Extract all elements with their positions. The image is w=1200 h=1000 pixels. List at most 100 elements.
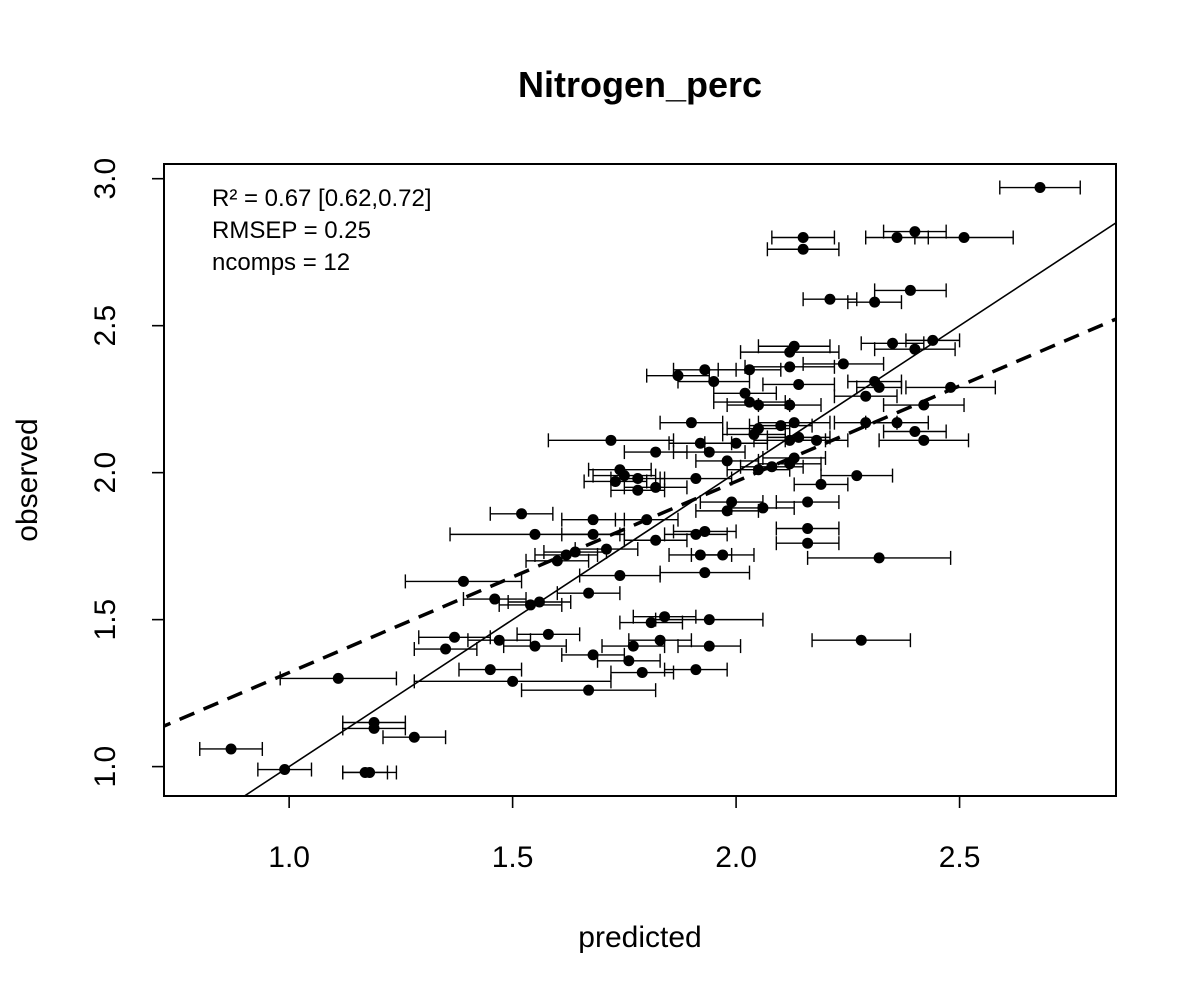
data-point (752, 399, 764, 411)
data-point (815, 478, 827, 490)
x-tick-label: 1.0 (268, 841, 310, 874)
data-point (524, 599, 536, 611)
y-tick-label: 2.0 (89, 452, 122, 494)
data-point (694, 437, 706, 449)
y-tick-label: 2.5 (89, 305, 122, 347)
data-point (569, 546, 581, 558)
data-point (721, 505, 733, 517)
data-point (744, 396, 756, 408)
data-point (837, 358, 849, 370)
y-axis: 1.0 1.5 2.0 2.5 3.0 (89, 158, 164, 787)
data-point (654, 634, 666, 646)
data-point (802, 537, 814, 549)
data-point (802, 496, 814, 508)
data-point (721, 455, 733, 467)
data-point (909, 343, 921, 355)
data-point (690, 664, 702, 676)
data-point (699, 525, 711, 537)
x-tick-label: 2.0 (715, 841, 757, 874)
data-point (730, 437, 742, 449)
data-point (583, 684, 595, 696)
data-point (614, 570, 626, 582)
x-axis-label: predicted (578, 921, 701, 954)
data-point (408, 731, 420, 743)
data-point (887, 337, 899, 349)
data-point (855, 634, 867, 646)
data-point (958, 231, 970, 243)
ncomps-annotation: ncomps = 12 (212, 249, 350, 276)
data-point (784, 399, 796, 411)
x-tick-label: 1.5 (492, 841, 534, 874)
data-point (699, 567, 711, 579)
data-point (583, 587, 595, 599)
data-point (650, 446, 662, 458)
data-point (600, 543, 612, 555)
r-squared-annotation: R² = 0.67 [0.62,0.72] (212, 185, 431, 212)
data-point (332, 672, 344, 684)
x-axis: 1.0 1.5 2.0 2.5 (268, 796, 980, 874)
data-point (703, 640, 715, 652)
data-point (891, 231, 903, 243)
data-point (542, 628, 554, 640)
data-point (533, 596, 545, 608)
data-point (457, 575, 469, 587)
data-point (784, 361, 796, 373)
rmsep-annotation: RMSEP = 0.25 (212, 217, 371, 244)
data-point (1034, 182, 1046, 194)
data-point (225, 743, 237, 755)
data-point (797, 231, 809, 243)
data-point (793, 378, 805, 390)
data-points (225, 182, 1046, 778)
data-point (551, 555, 563, 567)
fit-line (164, 317, 1116, 728)
data-point (672, 370, 684, 382)
data-point (873, 552, 885, 564)
chart-title: Nitrogen_perc (518, 64, 762, 105)
y-axis-label: observed (11, 418, 44, 541)
data-point (609, 475, 621, 487)
data-point (802, 523, 814, 535)
data-point (860, 417, 872, 429)
data-point (605, 434, 617, 446)
data-point (909, 425, 921, 437)
plot-frame (163, 163, 1117, 797)
data-point (516, 508, 528, 520)
data-point (904, 284, 916, 296)
y-tick-label: 1.5 (89, 599, 122, 641)
data-point (793, 431, 805, 443)
data-point (788, 417, 800, 429)
data-point (690, 473, 702, 485)
data-point (739, 387, 751, 399)
data-point (784, 346, 796, 358)
data-point (891, 417, 903, 429)
data-point (690, 528, 702, 540)
data-point (650, 534, 662, 546)
data-point (368, 722, 380, 734)
data-point (685, 417, 697, 429)
data-point (717, 549, 729, 561)
data-point (708, 376, 720, 388)
data-point (918, 434, 930, 446)
data-point (529, 640, 541, 652)
data-point (618, 470, 630, 482)
data-point (748, 428, 760, 440)
data-point (784, 458, 796, 470)
data-point (493, 634, 505, 646)
data-point (873, 381, 885, 393)
data-point (449, 631, 461, 643)
data-point (752, 464, 764, 476)
data-point (440, 643, 452, 655)
x-tick-label: 2.5 (939, 841, 981, 874)
data-point (529, 528, 541, 540)
y-tick-label: 3.0 (89, 158, 122, 200)
data-point (650, 481, 662, 493)
data-point (699, 364, 711, 376)
data-point (279, 764, 291, 776)
data-point (587, 649, 599, 661)
data-point (636, 667, 648, 679)
data-point (484, 664, 496, 676)
data-point (860, 390, 872, 402)
data-point (851, 470, 863, 482)
data-point (824, 293, 836, 305)
data-point (797, 243, 809, 255)
